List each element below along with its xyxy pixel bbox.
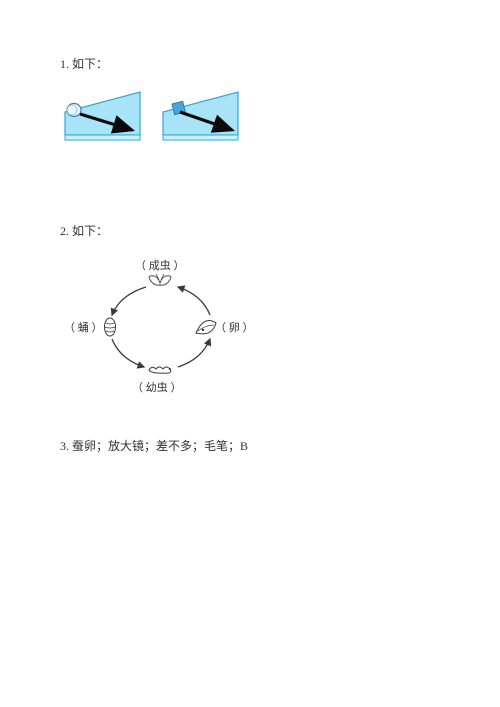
question-3-heading: 3. 蚕卵；放大镜；差不多；毛笔；B xyxy=(60,437,440,454)
question-1-heading: 1. 如下： xyxy=(60,55,440,72)
ramp-figures xyxy=(60,90,440,142)
q1-text: 如下： xyxy=(72,57,108,71)
cycle-label-left: （ 蛹 ） xyxy=(64,319,103,335)
lifecycle-diagram: （ 成虫 ） （ 卵 ） （ 幼虫 ） （ 蛹 ） xyxy=(60,257,260,397)
q2-text: 如下： xyxy=(72,224,108,238)
spacer xyxy=(60,182,440,222)
question-1: 1. 如下： xyxy=(60,55,440,142)
cycle-label-right: （ 卵 ） xyxy=(215,319,254,335)
q2-number: 2. xyxy=(60,224,69,238)
question-3: 3. 蚕卵；放大镜；差不多；毛笔；B xyxy=(60,437,440,454)
adult-icon xyxy=(149,274,171,285)
question-2: 2. 如下： （ 成虫 ） （ 卵 ） （ 幼虫 ） （ 蛹 ） xyxy=(60,222,440,397)
q1-number: 1. xyxy=(60,57,69,71)
q3-number: 3. xyxy=(60,439,69,453)
page: 1. 如下： xyxy=(0,0,500,454)
larva-icon xyxy=(149,367,171,373)
cycle-label-bottom: （ 幼虫 ） xyxy=(132,379,182,395)
ramp-diagram-2 xyxy=(158,90,246,142)
cycle-label-top: （ 成虫 ） xyxy=(135,257,185,273)
ramp-diagram-1 xyxy=(60,90,148,142)
pupa-icon xyxy=(105,318,116,336)
question-2-heading: 2. 如下： xyxy=(60,222,440,239)
egg-icon xyxy=(196,321,216,334)
q3-text: 蚕卵；放大镜；差不多；毛笔；B xyxy=(72,439,248,453)
